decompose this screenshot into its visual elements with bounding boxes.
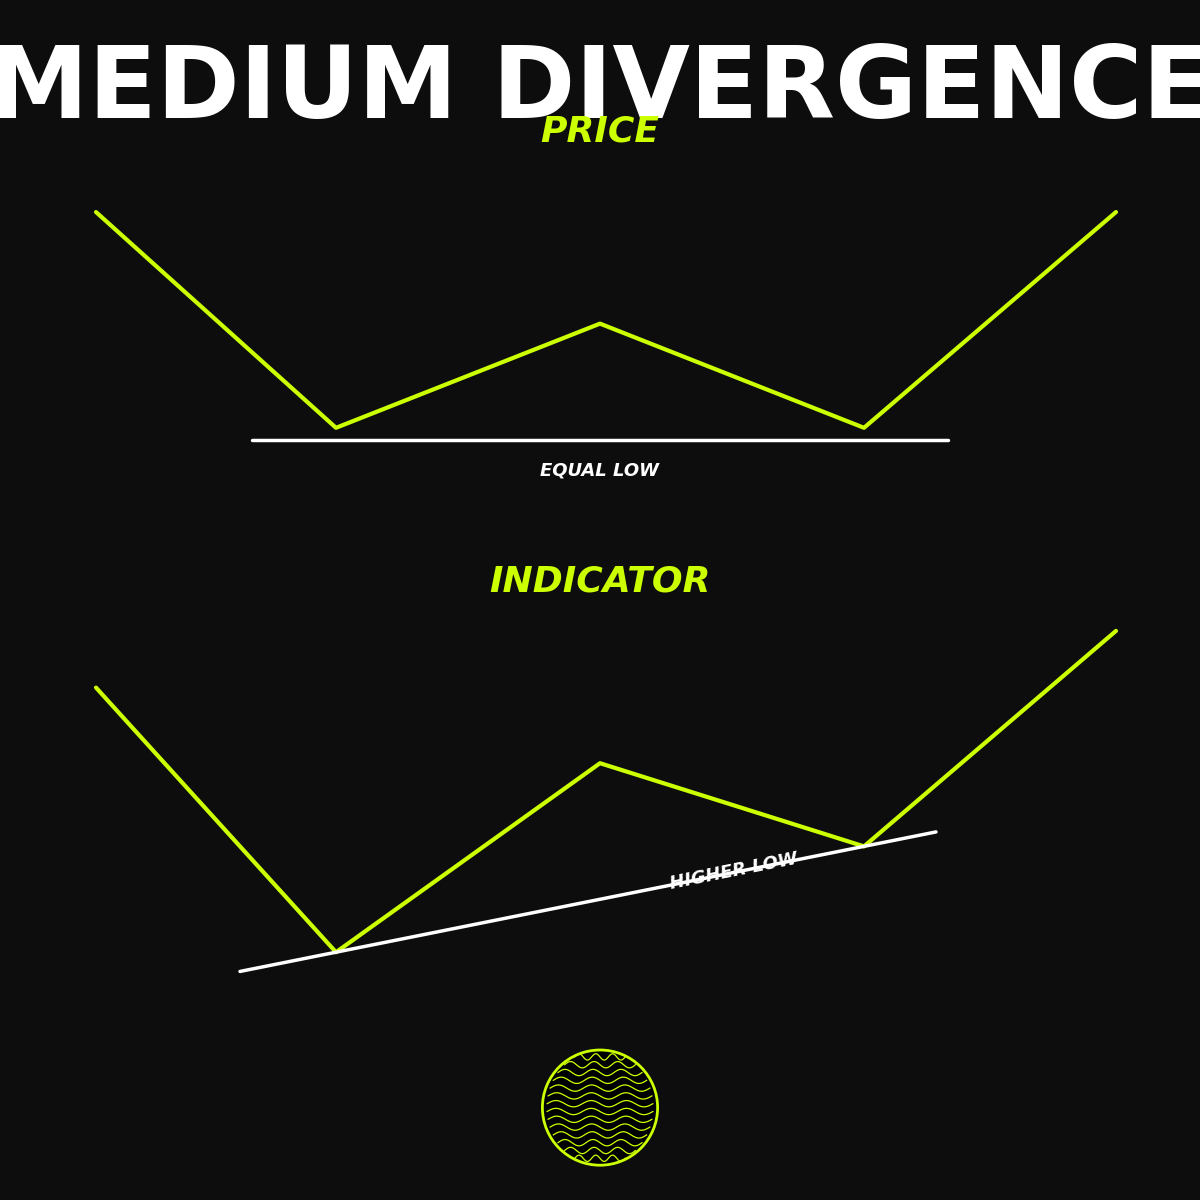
Text: EQUAL LOW: EQUAL LOW <box>540 462 660 480</box>
Text: HIGHER LOW: HIGHER LOW <box>668 850 799 893</box>
Text: PRICE: PRICE <box>540 115 660 149</box>
Text: INDICATOR: INDICATOR <box>490 565 710 599</box>
Text: MEDIUM DIVERGENCE: MEDIUM DIVERGENCE <box>0 42 1200 139</box>
Circle shape <box>542 1050 658 1165</box>
